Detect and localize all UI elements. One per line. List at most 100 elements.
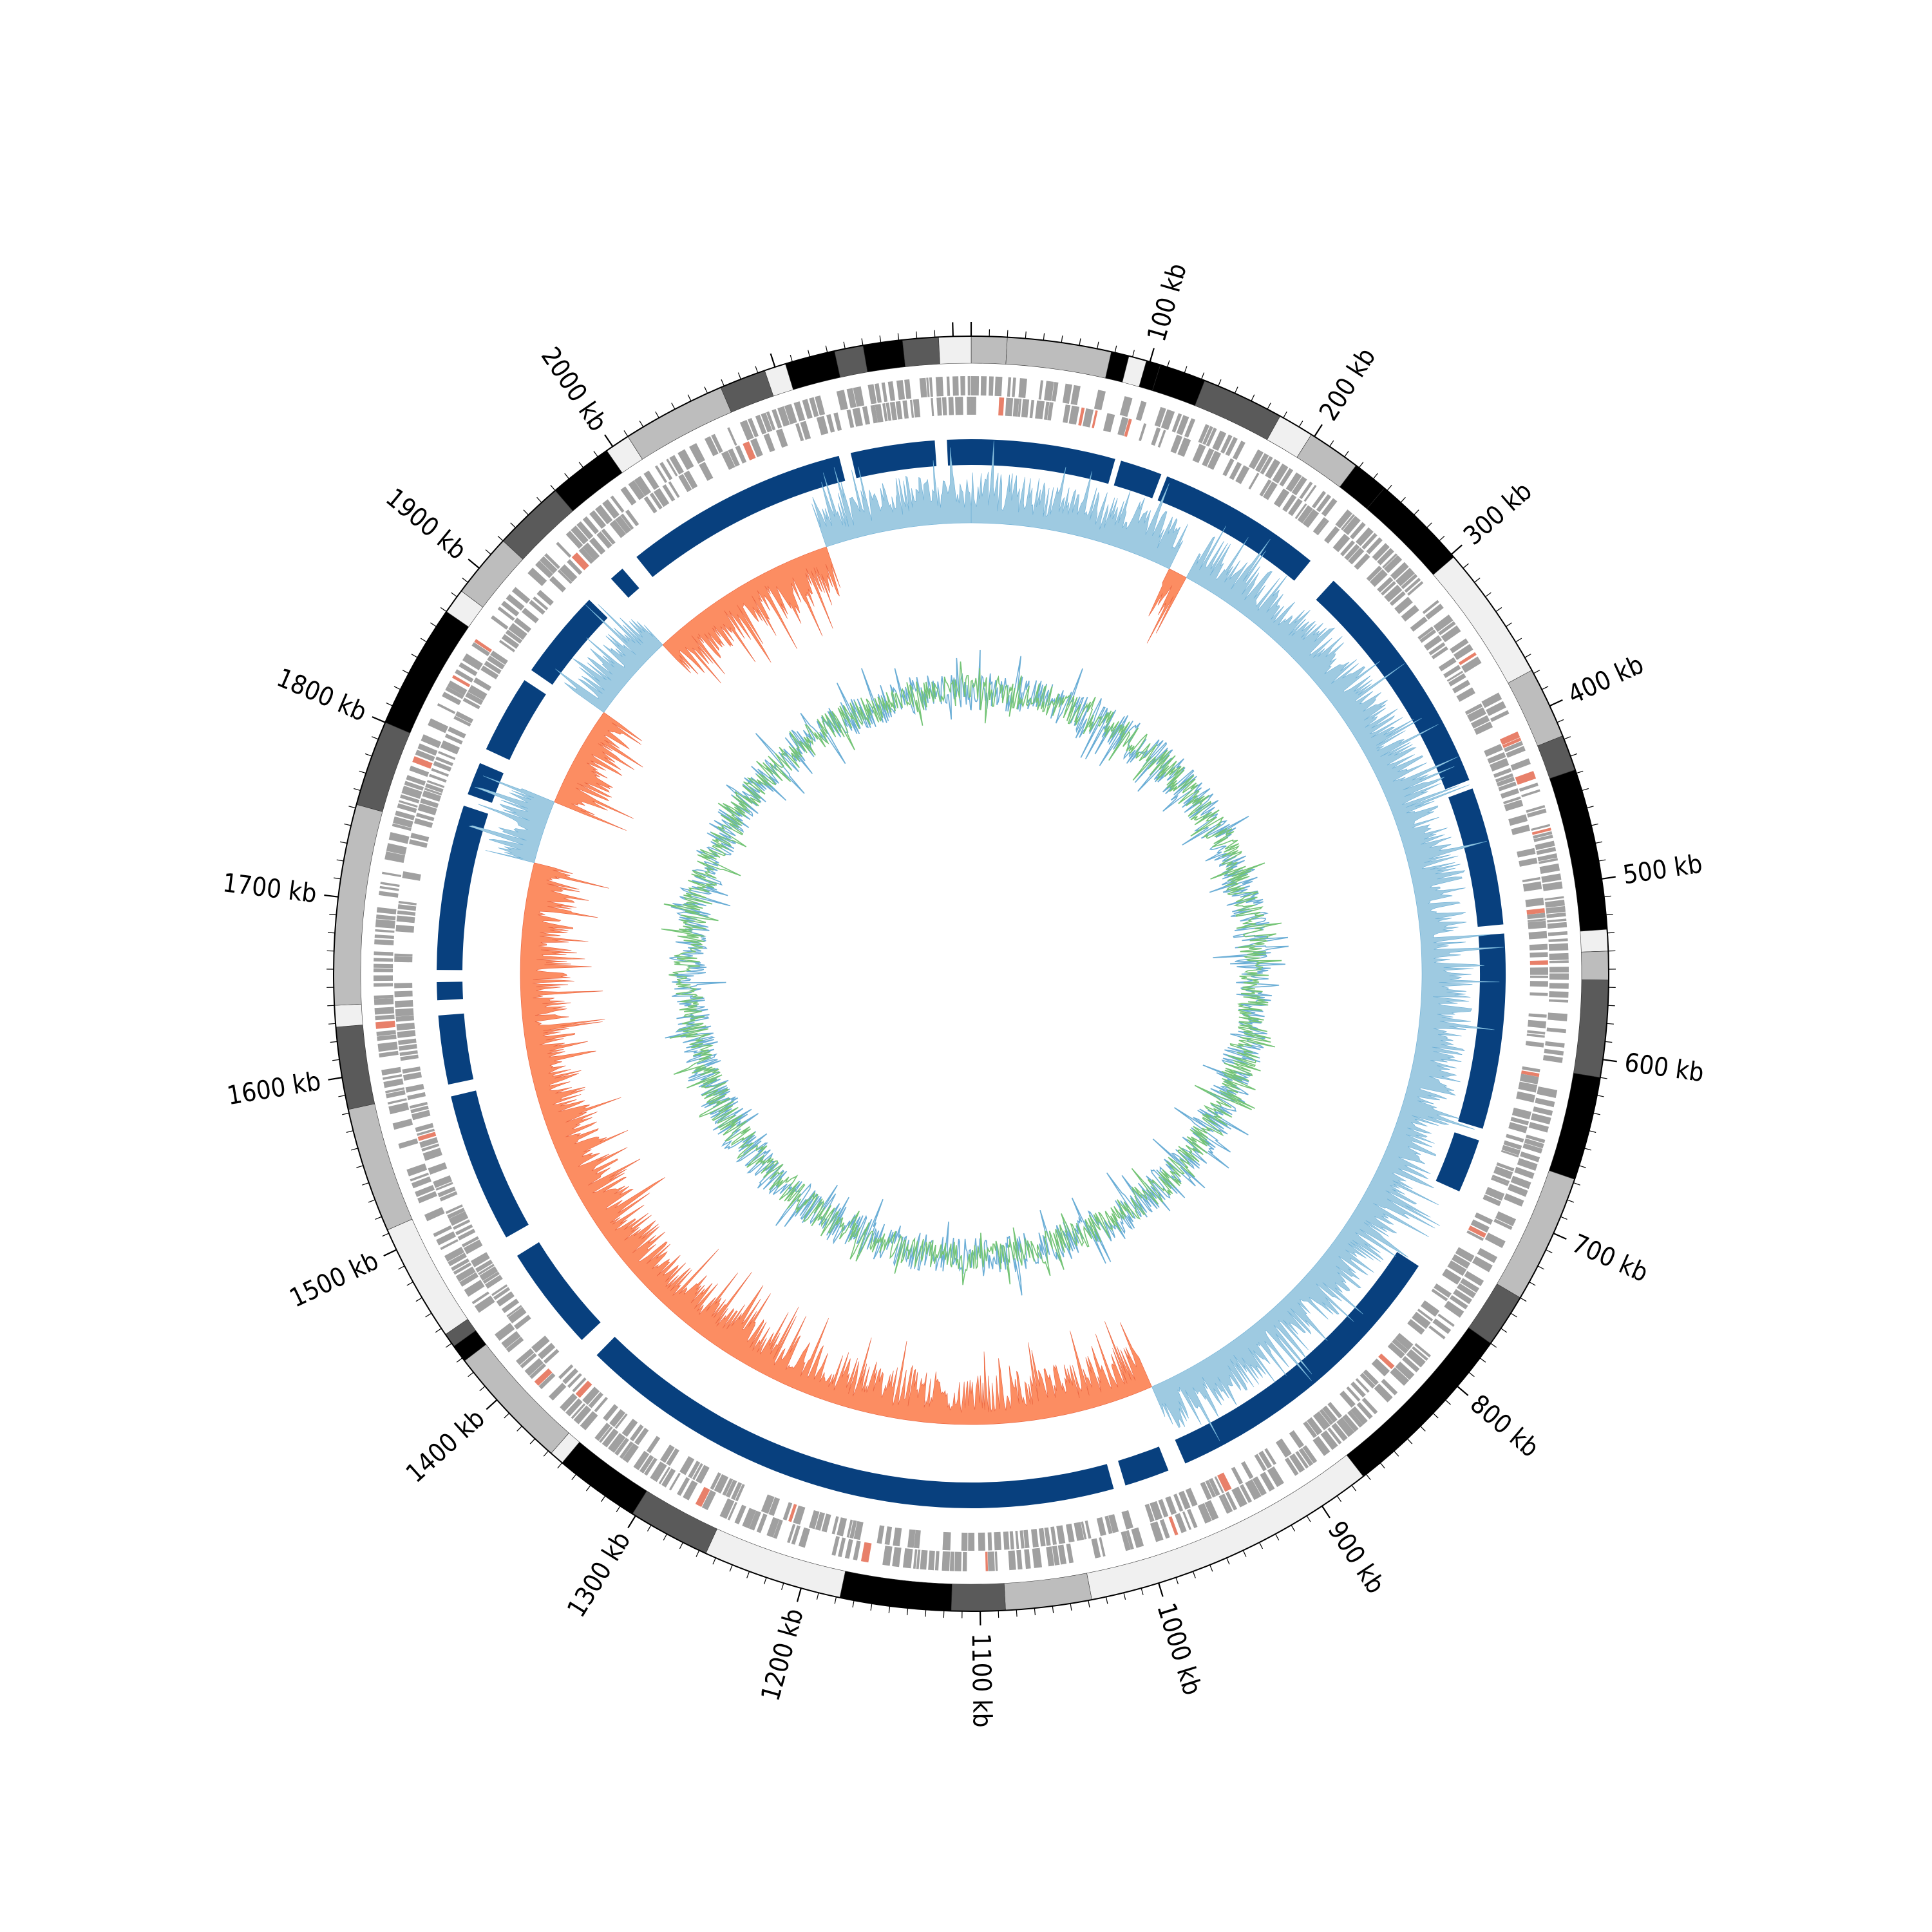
minor-tick xyxy=(916,331,918,339)
gene-forward xyxy=(375,1014,395,1021)
gene-forward xyxy=(954,1551,962,1571)
gene-reverse xyxy=(428,1162,448,1175)
gene-reverse xyxy=(1322,1405,1338,1423)
gene-reverse xyxy=(433,1175,453,1188)
gc-skew-negative xyxy=(554,712,643,831)
minor-tick xyxy=(550,484,556,491)
gene-reverse xyxy=(589,537,606,555)
gene-reverse xyxy=(1518,1081,1538,1093)
gene-reverse xyxy=(1208,1478,1220,1497)
gene-reverse xyxy=(1519,1074,1539,1084)
gene-forward xyxy=(1255,453,1269,473)
minor-tick xyxy=(1567,1199,1575,1203)
minor-tick xyxy=(1485,592,1492,598)
syntenic-block xyxy=(636,455,846,578)
gene-forward xyxy=(535,560,554,578)
gene-reverse xyxy=(643,496,658,514)
contig-segment xyxy=(1581,951,1609,981)
gene-forward xyxy=(1366,537,1383,554)
gene-reverse xyxy=(1466,1230,1484,1241)
gene-forward xyxy=(594,1423,611,1441)
gene-forward xyxy=(1272,463,1289,484)
gene-reverse xyxy=(1506,1133,1524,1143)
gene-forward xyxy=(495,1322,515,1341)
gene-forward xyxy=(980,376,987,396)
gene-forward xyxy=(1548,999,1569,1003)
gene-forward xyxy=(1539,863,1560,874)
syntenic-block xyxy=(596,1336,1114,1509)
minor-tick xyxy=(1387,484,1392,491)
minor-tick xyxy=(1351,1484,1357,1492)
gene-forward xyxy=(388,831,410,844)
minor-tick xyxy=(1468,1372,1475,1378)
gene-reverse xyxy=(1431,646,1448,659)
gene-reverse xyxy=(1503,1140,1522,1150)
gene-forward xyxy=(1527,808,1547,818)
gene-forward xyxy=(1510,1175,1531,1189)
gene-reverse xyxy=(808,1510,820,1530)
gene-forward xyxy=(1171,413,1182,433)
gene-reverse xyxy=(396,1022,415,1031)
gene-reverse xyxy=(1307,1417,1323,1435)
gene-reverse xyxy=(1522,876,1540,883)
gene-reverse xyxy=(470,1252,490,1267)
gene-reverse xyxy=(1482,1194,1502,1206)
syntenic-block xyxy=(516,1242,601,1340)
position-label: 200 kb xyxy=(1314,343,1381,426)
gene-forward xyxy=(742,1508,757,1529)
gene-forward xyxy=(565,531,583,549)
gene-forward xyxy=(619,1441,634,1459)
gene-reverse xyxy=(1493,1166,1513,1180)
minor-tick xyxy=(415,1297,422,1302)
gene-reverse xyxy=(886,402,892,421)
gene-reverse xyxy=(439,1191,458,1202)
gene-forward xyxy=(380,882,400,887)
gene-forward xyxy=(798,1527,811,1548)
gene-forward xyxy=(459,1272,479,1287)
gene-reverse xyxy=(558,1364,574,1379)
gene-reverse xyxy=(968,1532,975,1551)
gene-forward xyxy=(1464,1271,1484,1287)
gene-reverse xyxy=(1511,1107,1531,1120)
major-tick xyxy=(1158,1582,1164,1597)
gene-forward xyxy=(926,377,930,397)
gene-forward xyxy=(601,1428,619,1448)
gene-reverse xyxy=(468,685,488,701)
gene-reverse xyxy=(1144,1503,1155,1522)
minor-tick xyxy=(564,473,570,480)
gene-reverse xyxy=(1528,1013,1547,1018)
gene-reverse xyxy=(649,492,663,510)
gene-reverse xyxy=(445,1204,463,1215)
gene-reverse xyxy=(578,547,595,564)
gene-forward xyxy=(462,653,483,670)
gene-reverse xyxy=(417,1132,437,1141)
gene-forward xyxy=(1091,1538,1101,1558)
gene-reverse xyxy=(1302,509,1320,528)
gene-reverse xyxy=(438,751,456,761)
minor-tick xyxy=(639,421,644,428)
gene-forward xyxy=(920,1549,928,1570)
gene-forward xyxy=(455,1266,476,1282)
gene-reverse xyxy=(1200,1481,1212,1501)
gene-forward xyxy=(1549,952,1569,961)
minor-tick xyxy=(1607,1005,1615,1007)
gene-forward xyxy=(516,1348,535,1365)
gene-reverse xyxy=(862,406,871,425)
position-label: 1700 kb xyxy=(221,868,318,909)
gene-reverse xyxy=(435,756,453,766)
minor-tick xyxy=(1132,350,1135,357)
gene-forward xyxy=(1070,384,1081,406)
gc-skew-positive xyxy=(555,604,663,713)
gene-reverse xyxy=(1316,519,1329,536)
gene-reverse xyxy=(955,397,963,415)
gene-forward xyxy=(409,765,430,777)
minor-tick xyxy=(497,535,504,542)
minor-tick xyxy=(1251,394,1255,401)
gene-reverse xyxy=(409,839,428,848)
position-label: 300 kb xyxy=(1458,477,1538,551)
minor-tick xyxy=(1379,1463,1385,1469)
major-tick xyxy=(1321,1505,1331,1519)
minor-tick xyxy=(1070,1603,1072,1611)
syntenic-block xyxy=(971,439,1115,484)
minor-tick xyxy=(1406,1438,1413,1444)
